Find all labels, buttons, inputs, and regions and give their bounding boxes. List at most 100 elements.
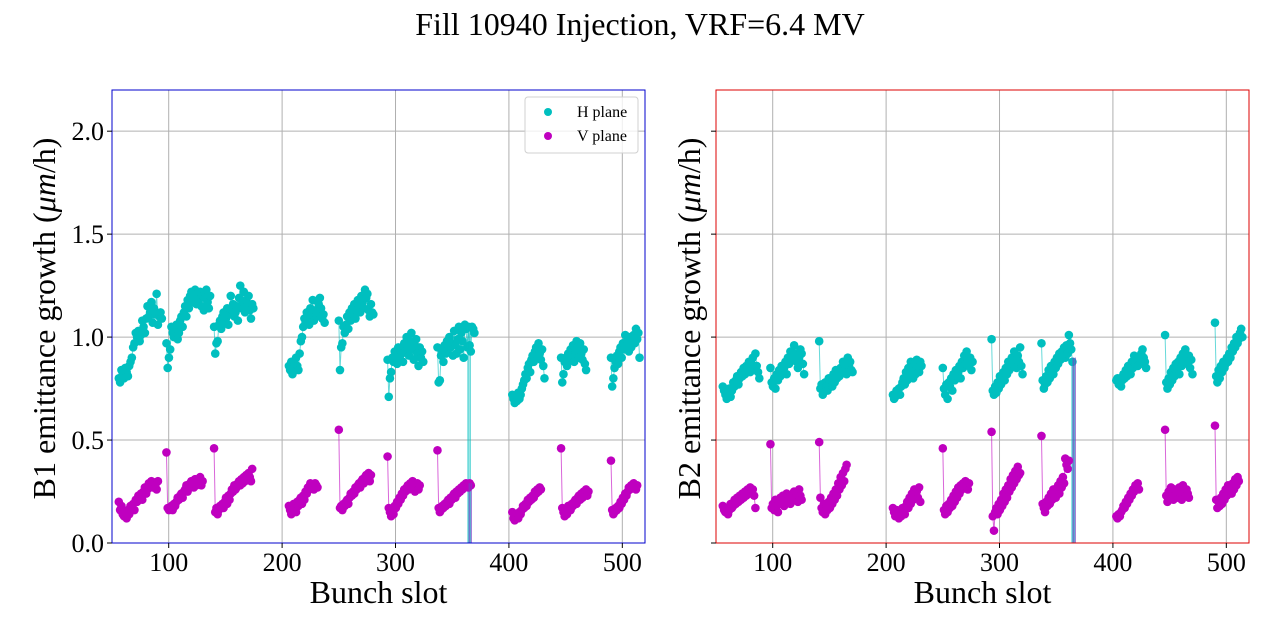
data-point: [384, 392, 394, 402]
plot-area: [114, 281, 644, 543]
y-tick-label: 2.0: [72, 117, 105, 146]
data-point: [313, 483, 322, 492]
data-point: [967, 365, 976, 375]
data-point: [797, 349, 806, 358]
data-point: [956, 373, 965, 383]
data-point: [1134, 485, 1144, 494]
data-point: [771, 384, 780, 393]
x-axis-label: Bunch slot: [914, 574, 1052, 610]
data-point: [153, 476, 163, 486]
data-point: [164, 353, 174, 362]
data-point: [224, 320, 233, 330]
data-point: [607, 382, 617, 391]
data-point: [749, 491, 759, 500]
data-point: [165, 345, 175, 354]
data-point: [246, 476, 256, 486]
data-point: [1188, 369, 1197, 379]
x-axis-label: Bunch slot: [310, 574, 448, 610]
data-point: [1184, 493, 1194, 503]
data-point: [178, 322, 187, 332]
data-point: [1160, 425, 1170, 435]
plot-area: [718, 318, 1247, 543]
x-tick-label: 200: [263, 548, 302, 577]
data-point: [579, 345, 589, 354]
data-point: [210, 349, 220, 358]
data-point: [1037, 431, 1046, 441]
data-point: [914, 483, 924, 492]
data-point: [153, 320, 163, 330]
panel-right: 100 200 300 400 500 Bunch slot B2 emittance gr…: [671, 89, 1250, 610]
data-point: [1059, 478, 1069, 488]
data-point: [455, 345, 465, 354]
data-point: [1063, 464, 1072, 474]
data-point: [233, 316, 243, 325]
chart-title: Fill 10940 Injection, VRF=6.4 MV: [415, 6, 865, 42]
data-point: [540, 373, 549, 383]
data-point: [1160, 330, 1170, 340]
data-point: [634, 328, 643, 338]
data-point: [1066, 345, 1076, 354]
data-point: [140, 328, 150, 338]
data-point: [351, 314, 360, 323]
legend-marker: [544, 108, 552, 116]
data-point: [1015, 343, 1025, 352]
data-point: [938, 443, 948, 453]
data-point: [789, 341, 799, 350]
data-point: [964, 478, 974, 488]
data-point: [335, 365, 345, 375]
data-point: [344, 324, 353, 334]
data-point: [209, 443, 219, 453]
legend-box: [524, 96, 639, 154]
x-tick-label: 100: [753, 548, 792, 577]
data-point: [198, 476, 207, 486]
panel-left: 100 200 300 400 500 0.0 0.5 1.0 1.5 2.0 Bunch slot…: [26, 89, 646, 610]
data-point: [297, 332, 307, 342]
x-tick-label: 400: [489, 548, 528, 577]
data-point: [609, 373, 618, 383]
data-point: [799, 369, 809, 379]
series-v-plane: [718, 357, 1244, 543]
data-point: [174, 328, 184, 338]
legend-label: H plane: [577, 104, 627, 121]
x-tick-label: 400: [1093, 548, 1132, 577]
data-point: [1236, 324, 1246, 334]
data-point: [1018, 369, 1027, 379]
data-point: [249, 303, 258, 313]
data-point: [334, 316, 344, 325]
data-point: [162, 338, 171, 348]
data-point: [755, 373, 764, 383]
y-tick-label: 0.0: [72, 529, 105, 558]
data-point: [581, 365, 591, 375]
data-point: [987, 427, 996, 437]
data-point: [989, 526, 999, 535]
data-point: [383, 452, 392, 461]
data-point: [334, 425, 344, 435]
data-point: [246, 314, 256, 323]
data-point: [152, 289, 161, 299]
x-tick-label: 500: [603, 548, 642, 577]
data-point: [943, 394, 952, 404]
data-point: [182, 312, 191, 321]
legend: H plane V plane: [524, 96, 639, 154]
data-point: [152, 485, 161, 494]
data-point: [839, 476, 849, 486]
data-point: [536, 485, 546, 494]
data-point: [1037, 338, 1046, 348]
data-point: [798, 359, 808, 369]
data-point: [848, 367, 857, 377]
data-point: [204, 303, 214, 313]
data-point: [433, 446, 442, 455]
x-tick-label: 100: [149, 548, 188, 577]
data-point: [315, 293, 325, 303]
data-point: [525, 367, 535, 377]
data-point: [938, 363, 948, 373]
data-point: [1141, 363, 1151, 373]
y-tick-label: 1.0: [72, 323, 105, 352]
series-v-plane: [114, 425, 642, 543]
data-point: [557, 378, 567, 387]
data-point: [295, 349, 304, 358]
data-point: [751, 503, 760, 513]
data-point: [184, 303, 194, 313]
data-point: [458, 336, 467, 346]
data-point: [766, 439, 775, 449]
